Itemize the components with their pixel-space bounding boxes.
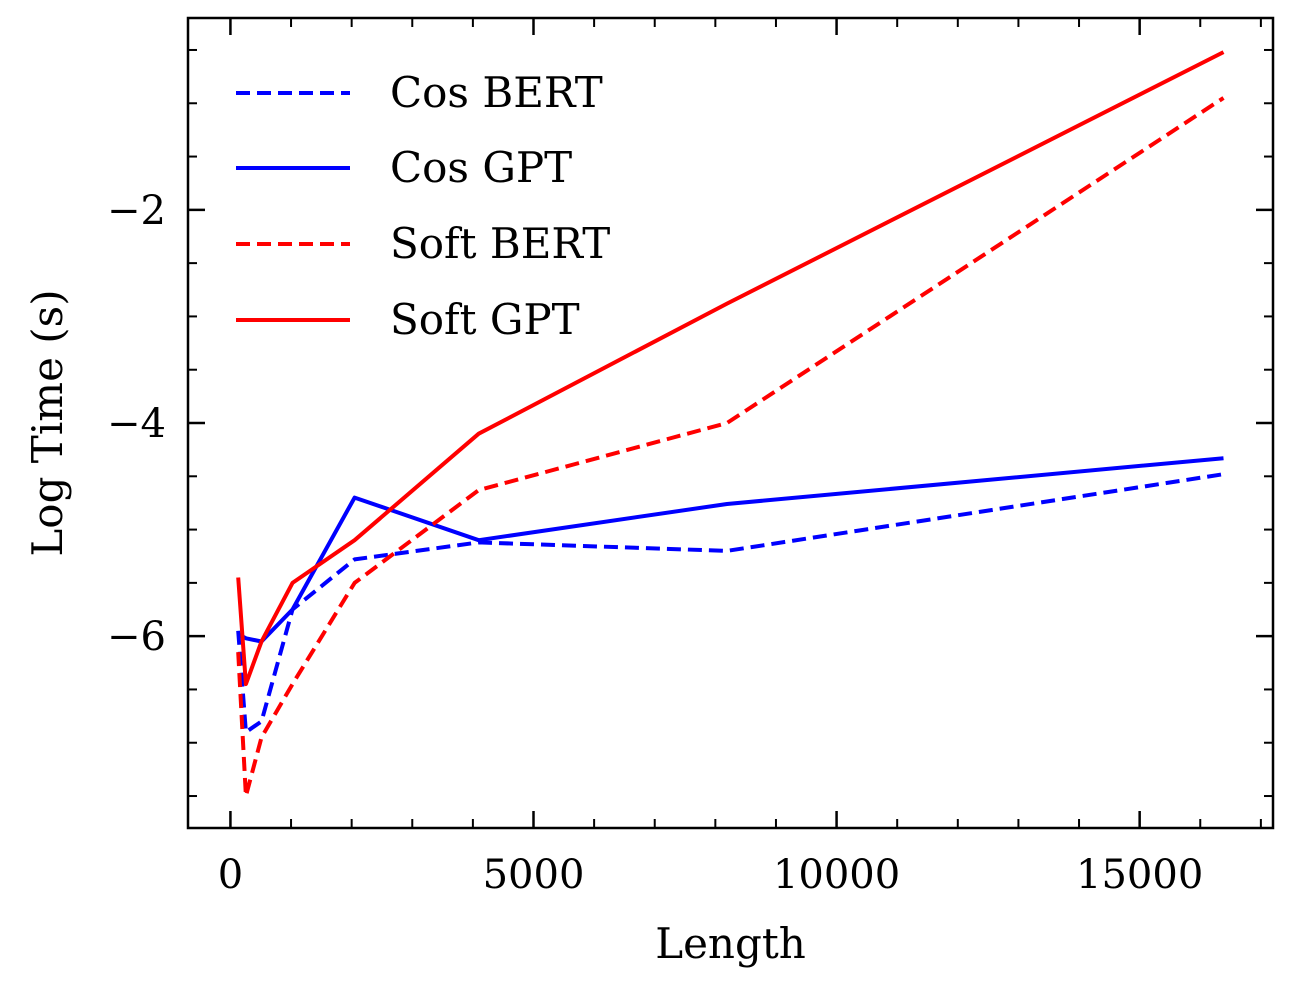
x-tick-label: 5000 — [483, 852, 585, 898]
legend-label: Soft GPT — [390, 295, 580, 344]
series-layer — [236, 50, 1225, 798]
legend-label: Cos GPT — [390, 143, 572, 192]
x-tick-label: 0 — [218, 852, 243, 898]
x-axis-label: Length — [655, 919, 806, 968]
x-tick-label: 15000 — [1076, 852, 1203, 898]
y-tick-label: −6 — [107, 614, 166, 660]
series-line-cos-gpt — [237, 456, 1224, 644]
major-ticks — [188, 18, 1273, 828]
y-tick-label: −4 — [107, 401, 166, 447]
series-line-soft-gpt — [236, 50, 1225, 687]
x-tick-label: 10000 — [773, 852, 900, 898]
y-tick-label: −2 — [107, 188, 166, 234]
legend-label: Soft BERT — [390, 219, 610, 268]
y-axis-label: Log Time (s) — [23, 289, 72, 556]
legend: Cos BERT Cos GPT Soft BERT Soft GPT — [236, 68, 610, 344]
legend-label: Cos BERT — [390, 68, 603, 117]
plot-frame — [186, 16, 1275, 830]
tick-labels: 0 5000 10000 15000 −2 −4 −6 — [107, 188, 1203, 898]
series-line-cos-bert — [236, 472, 1224, 735]
minor-ticks — [188, 18, 1273, 828]
series-line-soft-bert — [236, 96, 1225, 798]
